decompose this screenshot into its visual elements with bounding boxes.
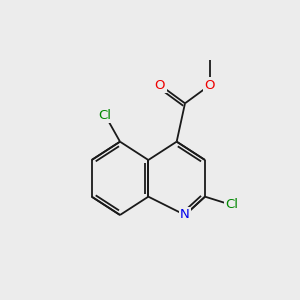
Text: Cl: Cl	[225, 199, 238, 212]
Text: Cl: Cl	[98, 109, 112, 122]
Text: N: N	[180, 208, 190, 221]
Text: O: O	[205, 79, 215, 92]
Text: O: O	[155, 79, 165, 92]
